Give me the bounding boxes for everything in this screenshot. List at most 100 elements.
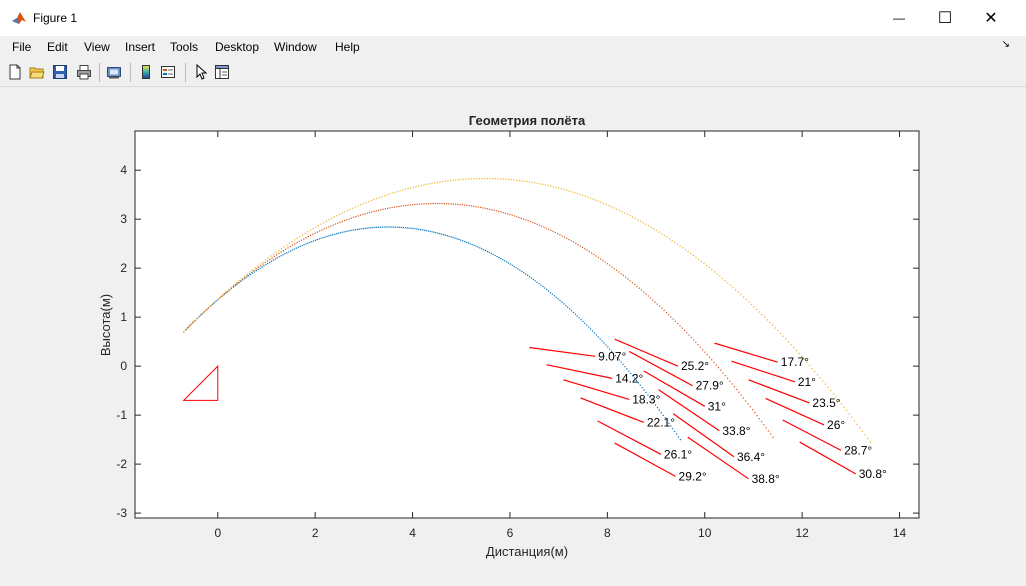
trajectory-point	[309, 241, 311, 244]
x-tick-label: 8	[604, 526, 611, 540]
menu-insert[interactable]: Insert	[125, 40, 156, 54]
trajectory-point	[699, 346, 701, 348]
trajectory-point	[492, 178, 494, 180]
open-file-icon[interactable]	[29, 64, 45, 80]
trajectory-point	[513, 265, 515, 268]
trajectory-point	[425, 230, 427, 232]
trajectory-point	[330, 234, 332, 236]
trajectory-point	[314, 232, 316, 234]
trajectory-point	[769, 321, 771, 324]
axes-box	[134, 130, 920, 519]
trajectory-point	[337, 232, 340, 234]
trajectory-point	[754, 412, 756, 414]
menu-help[interactable]: Help	[335, 40, 360, 54]
print-icon[interactable]	[76, 64, 92, 80]
legend-icon[interactable]	[160, 64, 176, 80]
dock-arrow-icon[interactable]: ↘	[1001, 39, 1010, 50]
trajectory-point	[666, 236, 668, 238]
trajectory-point	[811, 367, 813, 370]
trajectory-point	[185, 328, 187, 330]
maximize-icon: ☐	[937, 10, 953, 27]
trajectory-point	[382, 208, 384, 210]
trajectory-point	[525, 273, 527, 275]
trajectory-point	[555, 186, 557, 188]
trajectory-point	[557, 233, 559, 235]
angle-line	[714, 342, 778, 363]
trajectory-point	[280, 255, 282, 257]
trajectory-point	[194, 320, 196, 322]
menu-tools[interactable]: Tools	[170, 40, 199, 54]
trajectory-point	[280, 248, 283, 250]
property-editor-icon[interactable]	[214, 64, 230, 80]
trajectory-point	[402, 205, 405, 207]
trajectory-point	[748, 301, 750, 303]
trajectory-point	[479, 206, 482, 209]
trajectory-point	[632, 216, 634, 218]
trajectory-point	[770, 433, 772, 435]
trajectory-point	[603, 342, 605, 344]
colorbar-icon[interactable]	[138, 64, 154, 80]
trajectory-point	[602, 202, 605, 204]
trajectory-point	[301, 244, 303, 247]
trajectory-point	[353, 216, 355, 218]
trajectory-point	[544, 287, 546, 289]
trajectory-point	[502, 259, 504, 261]
trajectory-point	[856, 423, 858, 425]
trajectory-point	[561, 235, 563, 237]
trajectory-point	[861, 430, 863, 432]
trajectory-point	[536, 223, 538, 225]
trajectory-point	[637, 219, 639, 221]
pointer-icon[interactable]	[193, 64, 209, 80]
trajectory-point	[305, 237, 307, 239]
trajectory-point	[396, 206, 398, 208]
x-axis-label: Дистанция(м)	[486, 544, 568, 559]
y-tick-label: 0	[120, 359, 127, 373]
trajectory-point	[452, 203, 454, 205]
trajectory-point	[749, 406, 751, 408]
trajectory-point	[470, 178, 473, 180]
maximize-button[interactable]: ☐	[922, 0, 968, 36]
trajectory-point	[660, 412, 662, 414]
trajectory-point	[566, 237, 568, 239]
trajectory-point	[444, 180, 446, 182]
trajectory-point	[315, 226, 317, 228]
menu-desktop[interactable]: Desktop	[215, 40, 260, 54]
trajectory-point	[511, 214, 513, 216]
menu-window[interactable]: Window	[274, 40, 317, 54]
trajectory-point	[356, 228, 359, 230]
minimize-button[interactable]: —	[876, 0, 922, 36]
trajectory-point	[604, 261, 606, 263]
trajectory-point	[634, 283, 636, 286]
angle-line	[731, 360, 796, 383]
menu-file[interactable]: File	[12, 40, 32, 54]
save-icon[interactable]	[52, 64, 68, 80]
angle-label: 33.8°	[722, 424, 750, 438]
trajectory-point	[484, 207, 486, 209]
new-figure-icon[interactable]	[7, 64, 23, 80]
angle-line	[658, 389, 720, 432]
trajectory-point	[838, 399, 840, 402]
trajectory-point	[588, 250, 590, 253]
trajectory-point	[471, 243, 473, 246]
trajectory-point	[609, 264, 611, 266]
angle-line	[580, 397, 645, 424]
trajectory-point	[208, 307, 210, 309]
trajectory-point	[460, 239, 462, 241]
menu-view[interactable]: View	[84, 40, 110, 54]
trajectory-point	[373, 198, 375, 201]
trajectory-point	[188, 325, 190, 328]
trajectory-point	[377, 209, 380, 211]
trajectory-point	[643, 291, 645, 293]
trajectory-point	[359, 214, 362, 216]
close-button[interactable]: ✕	[968, 0, 1014, 36]
trajectory-point	[397, 226, 399, 228]
trajectory-point	[394, 191, 396, 193]
trajectory-point	[798, 352, 800, 355]
trajectory-point	[465, 241, 468, 243]
trajectory-point	[654, 301, 656, 303]
trajectory-point	[615, 269, 618, 271]
menu-edit[interactable]: Edit	[47, 40, 68, 54]
trajectory-point	[251, 271, 253, 273]
trajectory-point	[276, 257, 278, 259]
print-preview-icon[interactable]	[106, 64, 122, 80]
